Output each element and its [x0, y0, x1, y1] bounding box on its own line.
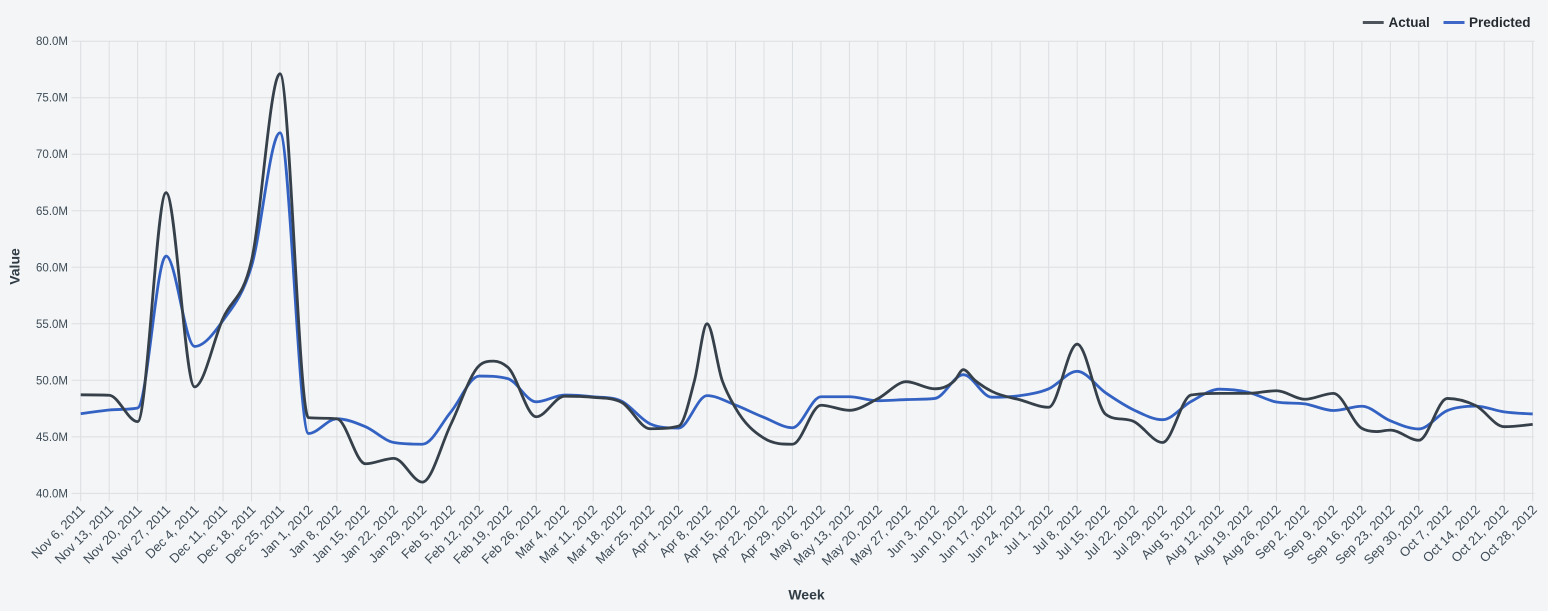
svg-text:45.0M: 45.0M — [36, 432, 68, 444]
svg-text:80.0M: 80.0M — [36, 36, 68, 48]
svg-text:50.0M: 50.0M — [36, 375, 68, 387]
svg-text:Actual: Actual — [1389, 15, 1430, 30]
svg-text:55.0M: 55.0M — [36, 319, 68, 331]
svg-text:75.0M: 75.0M — [36, 93, 68, 105]
svg-text:Week: Week — [788, 586, 825, 602]
svg-text:65.0M: 65.0M — [36, 206, 68, 218]
svg-text:Value: Value — [7, 248, 23, 285]
svg-text:40.0M: 40.0M — [36, 488, 68, 500]
svg-text:Predicted: Predicted — [1469, 15, 1531, 30]
svg-text:70.0M: 70.0M — [36, 149, 68, 161]
svg-text:60.0M: 60.0M — [36, 262, 68, 274]
